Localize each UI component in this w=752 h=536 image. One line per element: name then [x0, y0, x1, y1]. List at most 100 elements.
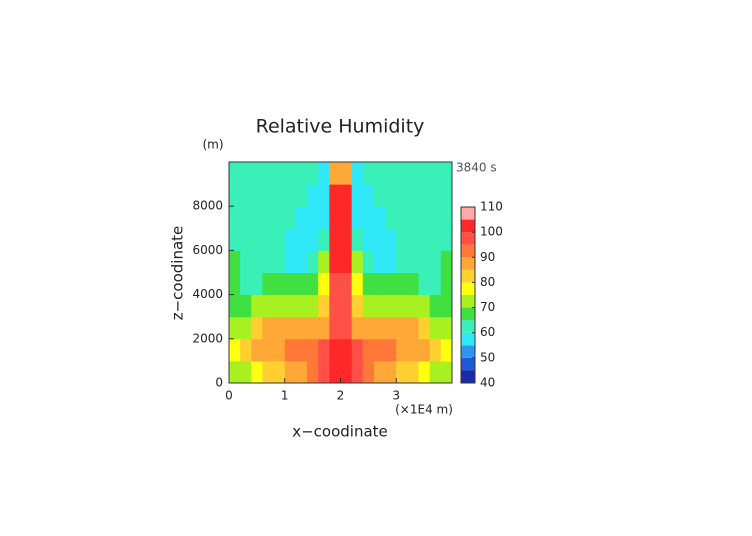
cell	[418, 338, 431, 362]
cell	[407, 206, 420, 229]
y-unit: (m)	[202, 138, 223, 152]
cell	[240, 228, 252, 251]
cell	[340, 338, 353, 362]
cell	[340, 360, 353, 384]
colorbar-swatch	[461, 269, 475, 283]
cell	[251, 294, 263, 318]
cell	[440, 250, 453, 273]
cell	[440, 338, 453, 362]
cell	[351, 360, 364, 384]
cell	[385, 228, 397, 251]
cell	[351, 294, 364, 318]
colorbar-tick-label: 80	[480, 275, 495, 289]
cell	[284, 206, 297, 229]
cell	[340, 272, 353, 296]
cell	[373, 250, 386, 273]
cell	[251, 228, 263, 251]
cell	[295, 316, 308, 340]
cell	[385, 250, 397, 273]
cell	[429, 294, 442, 318]
cell	[273, 184, 286, 207]
cell	[240, 206, 252, 229]
cell	[262, 294, 275, 318]
colorbar-tick-label: 50	[480, 350, 495, 364]
cell	[418, 272, 431, 296]
cell	[373, 294, 386, 318]
cell	[373, 206, 386, 229]
colorbar-swatch	[461, 345, 475, 358]
cell	[262, 184, 275, 207]
cell	[240, 294, 252, 318]
colorbar-swatch	[461, 295, 475, 308]
colorbar-swatch	[461, 257, 475, 270]
cell	[429, 228, 442, 251]
colorbar-frame	[460, 206, 476, 384]
cell	[396, 360, 408, 384]
cell	[329, 184, 341, 207]
cell	[262, 360, 275, 384]
cell	[396, 294, 408, 318]
cell	[329, 316, 341, 340]
cell	[385, 360, 397, 384]
cell	[318, 228, 330, 251]
cell	[440, 316, 453, 340]
cell	[385, 162, 397, 185]
cell	[396, 338, 408, 362]
cell	[396, 316, 408, 340]
cell	[329, 338, 341, 362]
cell	[373, 360, 386, 384]
cell	[284, 162, 297, 185]
y-tick-label: 6000	[192, 243, 223, 257]
cell	[229, 250, 241, 273]
cell	[273, 162, 286, 185]
cell	[418, 360, 431, 384]
cell	[307, 338, 319, 362]
cell	[240, 316, 252, 340]
cell	[340, 162, 353, 185]
cell	[351, 228, 364, 251]
cell	[418, 206, 431, 229]
cell	[407, 316, 420, 340]
cell	[307, 206, 319, 229]
cell	[295, 338, 308, 362]
cell	[273, 250, 286, 273]
cell	[329, 162, 341, 185]
cell	[351, 272, 364, 296]
cell	[340, 316, 353, 340]
cell	[407, 272, 420, 296]
cell	[318, 184, 330, 207]
cell	[407, 162, 420, 185]
cell	[240, 184, 252, 207]
cell	[307, 294, 319, 318]
colorbar-tick-label: 40	[480, 376, 495, 390]
cell	[351, 316, 364, 340]
y-label: z−coodinate	[169, 226, 187, 321]
cell	[340, 228, 353, 251]
x-tick-label: 1	[281, 389, 289, 403]
cell	[362, 250, 375, 273]
x-label: x−coodinate	[292, 423, 388, 441]
cell	[295, 162, 308, 185]
cell	[284, 228, 297, 251]
cell	[396, 184, 408, 207]
cell	[251, 316, 263, 340]
cell	[340, 250, 353, 273]
x-tick-label: 3	[392, 389, 400, 403]
cell	[251, 206, 263, 229]
cell	[284, 184, 297, 207]
cell	[440, 162, 453, 185]
cell	[407, 250, 420, 273]
colorbar-swatch	[461, 357, 475, 371]
cell	[229, 316, 241, 340]
cell	[407, 184, 420, 207]
cell	[351, 206, 364, 229]
colorbar-swatch	[461, 244, 475, 258]
cell	[351, 162, 364, 185]
cell	[273, 294, 286, 318]
cell	[407, 228, 420, 251]
y-tick-label: 8000	[192, 199, 223, 213]
cell	[440, 360, 453, 384]
cell	[407, 360, 420, 384]
cell	[362, 184, 375, 207]
colorbar-swatch	[461, 207, 475, 220]
